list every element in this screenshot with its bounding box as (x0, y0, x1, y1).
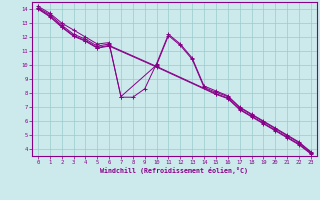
X-axis label: Windchill (Refroidissement éolien,°C): Windchill (Refroidissement éolien,°C) (100, 167, 248, 174)
